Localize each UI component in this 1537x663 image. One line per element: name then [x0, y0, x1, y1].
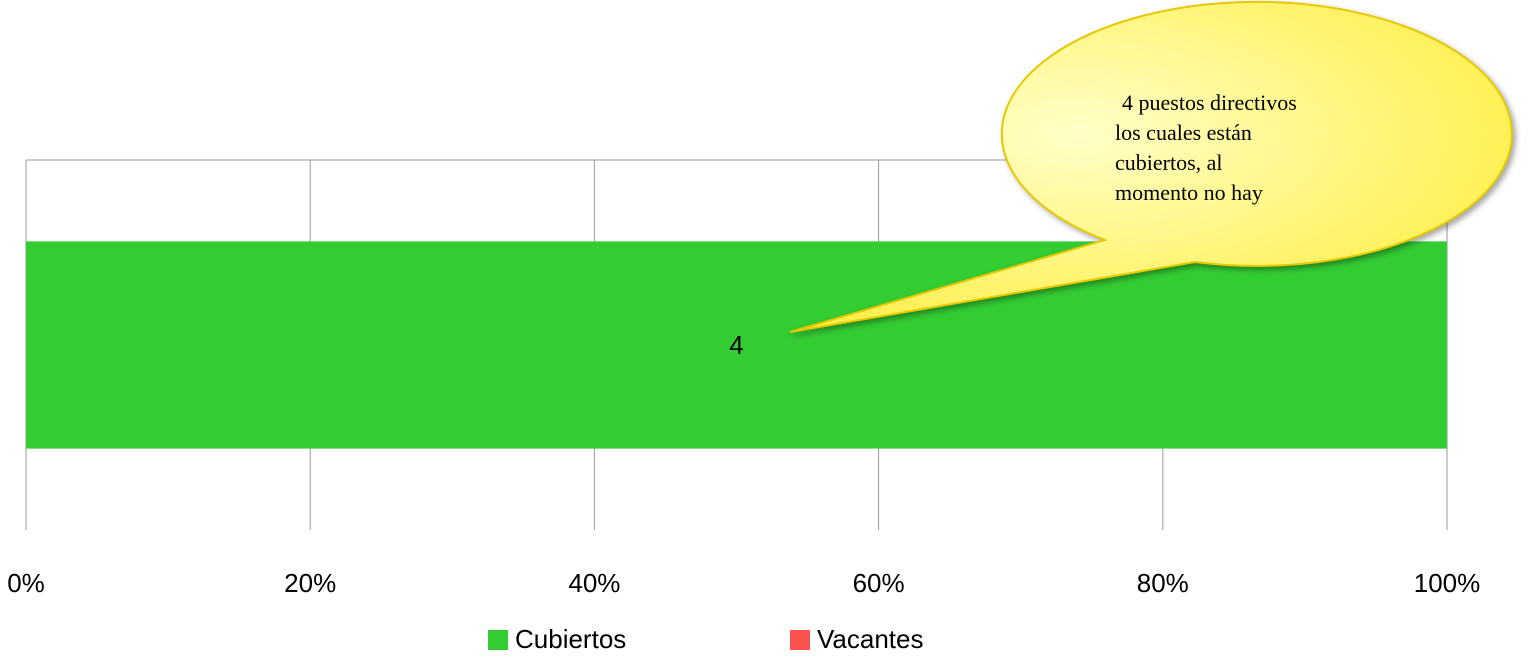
callout-shape — [789, 0, 1513, 333]
x-tick-label: 0% — [7, 568, 45, 598]
callout-text: cubiertos, al — [1115, 150, 1223, 175]
x-tick-label: 80% — [1137, 568, 1189, 598]
data-label: 4 — [729, 330, 743, 360]
callout-text: momento no hay — [1115, 180, 1263, 205]
legend-swatch — [790, 630, 810, 650]
plot-area: 4 — [25, 159, 1448, 530]
callout-text: los cuales están — [1115, 120, 1252, 145]
callout-text: 4 puestos directivos — [1122, 90, 1297, 115]
x-tick-label: 40% — [568, 568, 620, 598]
legend-label: Cubiertos — [515, 624, 626, 654]
legend-swatch — [488, 630, 508, 650]
legend-label: Vacantes — [817, 624, 923, 654]
x-tick-label: 20% — [284, 568, 336, 598]
x-tick-label: 60% — [853, 568, 905, 598]
x-tick-label: 100% — [1414, 568, 1481, 598]
callout: 4 puestos directivos los cuales están cubi… — [789, 0, 1513, 333]
bar-segment — [26, 241, 1447, 449]
